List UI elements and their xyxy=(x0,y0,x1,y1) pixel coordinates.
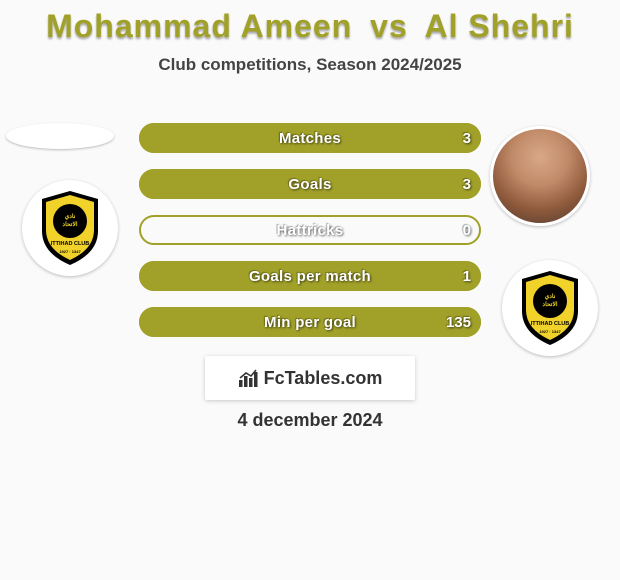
player2-avatar xyxy=(490,126,590,226)
brand-badge: FcTables.com xyxy=(205,356,415,400)
svg-text:1927 · 1347: 1927 · 1347 xyxy=(539,329,561,334)
bars-icon xyxy=(238,368,260,388)
stat-value: 135 xyxy=(446,307,471,337)
page-title: Mohammad Ameen vs Al Shehri xyxy=(0,0,620,45)
player2-club-badge: نادي الاتحاد ITTIHAD CLUB 1927 · 1347 xyxy=(502,260,598,356)
date-label: 4 december 2024 xyxy=(0,410,620,431)
svg-text:ITTIHAD CLUB: ITTIHAD CLUB xyxy=(531,321,570,327)
player1-name: Mohammad Ameen xyxy=(46,8,352,44)
svg-text:1927 · 1347: 1927 · 1347 xyxy=(59,249,81,254)
stat-row: Goals per match1 xyxy=(139,261,481,291)
brand-text: FcTables.com xyxy=(264,368,383,389)
stat-value: 3 xyxy=(463,169,471,199)
svg-text:نادي: نادي xyxy=(65,213,76,220)
svg-text:ITTIHAD CLUB: ITTIHAD CLUB xyxy=(51,241,90,247)
svg-text:الاتحاد: الاتحاد xyxy=(542,301,557,308)
stat-value: 1 xyxy=(463,261,471,291)
stat-row: Goals3 xyxy=(139,169,481,199)
svg-text:الاتحاد: الاتحاد xyxy=(62,221,77,228)
player2-name: Al Shehri xyxy=(424,8,573,44)
stat-row: Hattricks0 xyxy=(139,215,481,245)
stat-value: 3 xyxy=(463,123,471,153)
player1-club-badge: نادي الاتحاد ITTIHAD CLUB 1927 · 1347 xyxy=(22,180,118,276)
subtitle: Club competitions, Season 2024/2025 xyxy=(0,55,620,75)
vs-label: vs xyxy=(370,8,408,44)
stat-row: Min per goal135 xyxy=(139,307,481,337)
stat-label: Goals per match xyxy=(139,261,481,291)
comparison-bars: Matches3Goals3Hattricks0Goals per match1… xyxy=(139,123,481,353)
club-shield-icon: نادي الاتحاد ITTIHAD CLUB 1927 · 1347 xyxy=(516,269,584,347)
stat-label: Matches xyxy=(139,123,481,153)
svg-text:نادي: نادي xyxy=(545,293,556,300)
stat-value: 0 xyxy=(463,215,471,245)
stat-label: Goals xyxy=(139,169,481,199)
player1-avatar xyxy=(6,123,114,149)
club-shield-icon: نادي الاتحاد ITTIHAD CLUB 1927 · 1347 xyxy=(36,189,104,267)
stat-row: Matches3 xyxy=(139,123,481,153)
stat-label: Min per goal xyxy=(139,307,481,337)
stat-label: Hattricks xyxy=(139,215,481,245)
